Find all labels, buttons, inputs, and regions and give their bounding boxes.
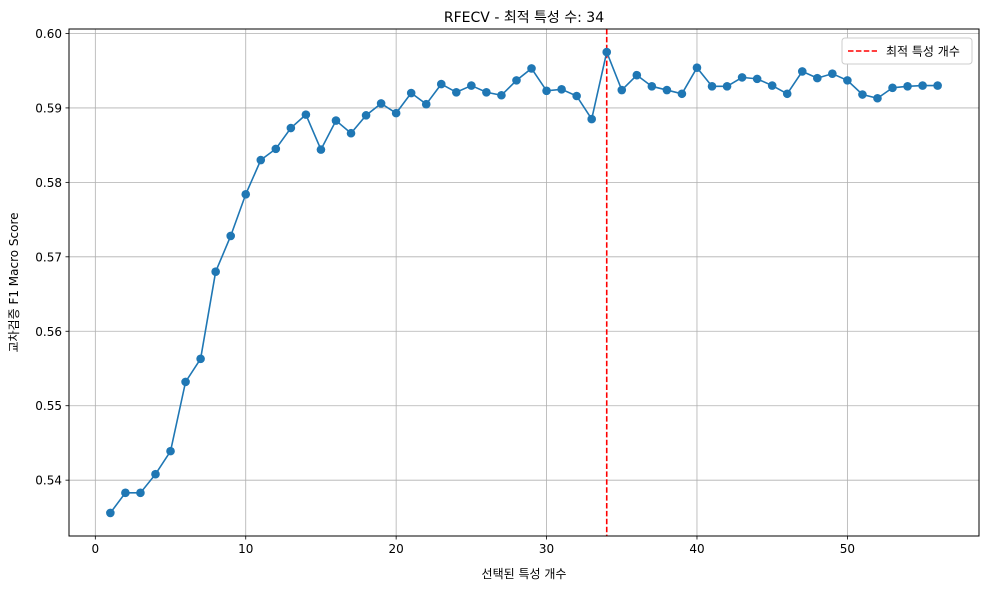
data-point bbox=[241, 189, 251, 199]
data-point bbox=[467, 81, 476, 90]
y-tick-label: 0.54 bbox=[35, 474, 62, 488]
data-point bbox=[376, 99, 386, 108]
data-point bbox=[722, 82, 732, 91]
data-point bbox=[226, 231, 235, 241]
data-point bbox=[346, 128, 356, 138]
data-point bbox=[331, 116, 341, 125]
x-tick-label: 0 bbox=[92, 542, 100, 556]
x-axis-label: 선택된 특성 개수 bbox=[482, 567, 567, 581]
data-point bbox=[632, 70, 642, 80]
data-point bbox=[527, 64, 536, 73]
series-line bbox=[109, 49, 938, 514]
axis-ticks: 0 10 20 30 40 50 0.54 0.55 0.56 0.57 0.58 0.59 0.60 bbox=[35, 27, 855, 556]
legend-label: 최적 특성 개수 bbox=[886, 45, 960, 59]
data-point bbox=[843, 76, 852, 85]
data-point bbox=[497, 90, 506, 100]
y-axis-label: 교차검증 F1 Macro Score bbox=[7, 212, 21, 352]
data-point bbox=[301, 110, 311, 119]
data-point bbox=[797, 67, 807, 76]
data-point bbox=[121, 488, 130, 498]
y-tick-label: 0.55 bbox=[35, 399, 62, 413]
data-point bbox=[602, 47, 612, 57]
data-point bbox=[813, 73, 822, 83]
data-point bbox=[512, 76, 521, 85]
x-tick-label: 10 bbox=[238, 542, 253, 556]
data-point bbox=[211, 267, 220, 277]
legend: 최적 특성 개수 bbox=[841, 37, 973, 65]
data-point bbox=[662, 85, 672, 95]
data-point bbox=[692, 63, 702, 73]
data-point bbox=[361, 111, 371, 120]
y-tick-label: 0.57 bbox=[35, 250, 62, 264]
data-point bbox=[542, 86, 551, 96]
data-point bbox=[136, 488, 145, 498]
x-tick-label: 40 bbox=[689, 542, 704, 556]
data-point bbox=[421, 99, 431, 109]
data-point bbox=[572, 91, 581, 101]
y-tick-label: 0.60 bbox=[35, 27, 62, 41]
plot-frame bbox=[68, 28, 980, 537]
chart-title: RFECV - 최적 특성 수: 34 bbox=[444, 10, 604, 26]
data-point bbox=[752, 74, 762, 84]
data-point bbox=[557, 85, 566, 94]
x-tick-label: 20 bbox=[389, 542, 404, 556]
data-point bbox=[707, 82, 717, 91]
data-point bbox=[647, 82, 657, 91]
data-point bbox=[406, 88, 416, 98]
data-point bbox=[873, 93, 882, 103]
data-point bbox=[933, 81, 942, 90]
data-point bbox=[106, 508, 115, 518]
data-point bbox=[617, 85, 627, 95]
data-point bbox=[316, 145, 326, 154]
data-point bbox=[286, 123, 296, 133]
grid-lines bbox=[69, 29, 979, 536]
data-point bbox=[181, 377, 190, 387]
data-point bbox=[482, 87, 491, 97]
y-tick-label: 0.56 bbox=[35, 325, 62, 339]
data-point bbox=[767, 81, 777, 90]
data-point bbox=[677, 89, 687, 99]
x-tick-label: 50 bbox=[840, 542, 855, 556]
data-point bbox=[903, 82, 912, 91]
data-point bbox=[151, 469, 160, 479]
data-point bbox=[271, 144, 281, 154]
data-point bbox=[452, 87, 461, 97]
legend-box bbox=[841, 37, 973, 65]
data-point bbox=[918, 81, 927, 90]
data-point bbox=[828, 69, 837, 78]
data-point bbox=[256, 155, 266, 165]
y-tick-label: 0.59 bbox=[35, 101, 62, 115]
data-point bbox=[858, 90, 867, 99]
data-point bbox=[782, 89, 792, 99]
series-layer bbox=[106, 47, 942, 518]
data-point bbox=[436, 79, 446, 89]
y-tick-label: 0.58 bbox=[35, 176, 62, 190]
data-point bbox=[737, 73, 747, 82]
data-point bbox=[587, 114, 596, 124]
x-tick-label: 30 bbox=[539, 542, 554, 556]
data-point bbox=[166, 446, 175, 456]
data-point bbox=[888, 83, 897, 93]
data-point bbox=[391, 108, 401, 118]
data-point bbox=[196, 354, 205, 364]
